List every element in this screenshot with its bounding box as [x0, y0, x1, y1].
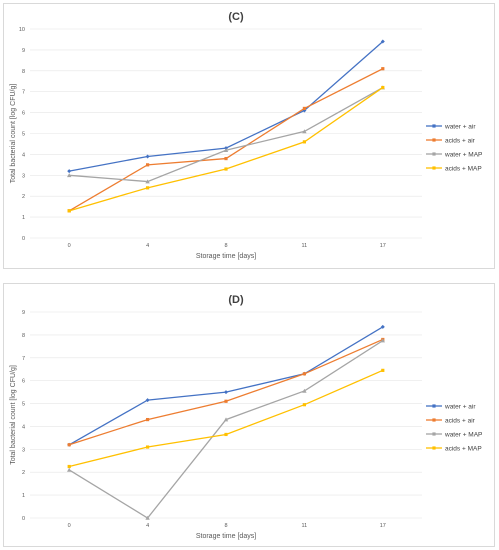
data-point [223, 148, 229, 153]
legend-marker [432, 166, 436, 170]
x-tick-label: 4 [146, 243, 149, 249]
data-point [67, 467, 72, 472]
y-tick-label: 3 [22, 447, 25, 453]
y-axis-label: Total bacterial count [log CFU/g] [10, 365, 17, 465]
data-point [224, 432, 228, 437]
legend-marker [432, 138, 436, 142]
chart-panel-c: (C) 0 1 2 3 4 5 6 7 8 9 10 0 4 8 11 17 Storage time [days… [3, 3, 495, 269]
data-point [302, 403, 306, 407]
data-point [146, 163, 150, 167]
legend-marker [432, 124, 436, 128]
y-tick-label: 9 [22, 310, 25, 316]
series-line [68, 326, 384, 446]
series-line [68, 68, 384, 212]
data-point [145, 154, 150, 159]
chart-panel-d: (D) 0 1 2 3 4 5 6 7 8 9 0 4 8 11 17 Storage time [days] T… [3, 283, 495, 547]
chart-title: (C) [228, 11, 244, 23]
y-tick-label: 2 [22, 470, 25, 476]
legend-marker [432, 446, 436, 450]
legend-label: water + MAP [444, 151, 482, 158]
legend-marker [432, 418, 436, 422]
x-axis-label: Storage time [days] [196, 533, 256, 540]
y-tick-label: 1 [22, 493, 25, 499]
data-point [302, 140, 306, 144]
y-tick-label: 5 [22, 132, 25, 138]
data-point [381, 67, 385, 71]
y-tick-label: 3 [22, 173, 25, 179]
x-tick-label: 17 [380, 243, 386, 249]
x-tick-label: 8 [224, 243, 227, 249]
x-tick-label: 4 [146, 523, 149, 529]
data-point [224, 390, 228, 395]
legend-label: acids + air [445, 417, 476, 424]
data-point [67, 169, 72, 174]
x-tick-label: 11 [302, 243, 308, 249]
legend-label: water + air [444, 123, 476, 130]
legend-marker [432, 432, 436, 436]
y-tick-label: 1 [22, 215, 25, 221]
chart-title: (D) [228, 294, 244, 306]
y-tick-label: 8 [22, 69, 25, 75]
chart-d-svg: (D) 0 1 2 3 4 5 6 7 8 9 0 4 8 11 17 Storage time [days] T… [10, 294, 482, 540]
y-tick-label: 9 [22, 48, 25, 54]
y-tick-label: 0 [22, 516, 25, 522]
data-point [224, 399, 228, 403]
legend-label: acids + MAP [445, 165, 482, 172]
y-axis-label: Total bacterial count [log CFU/g] [10, 84, 17, 184]
y-tick-label: 8 [22, 333, 25, 339]
data-point [146, 417, 150, 422]
data-point [381, 368, 385, 372]
data-point [302, 106, 306, 111]
legend-label: water + MAP [444, 431, 482, 438]
data-point [67, 209, 71, 213]
data-point [67, 173, 72, 178]
x-tick-label: 11 [302, 523, 308, 529]
legend-marker [432, 404, 436, 408]
data-point [145, 398, 150, 403]
y-tick-label: 0 [22, 236, 25, 242]
data-point [380, 338, 385, 343]
legend-label: water + air [444, 403, 476, 410]
y-tick-label: 4 [22, 152, 25, 158]
data-point [67, 464, 71, 469]
data-point [380, 324, 385, 329]
x-tick-label: 0 [68, 523, 71, 529]
data-point [381, 85, 385, 90]
y-tick-label: 5 [22, 402, 25, 408]
y-tick-label: 6 [22, 379, 25, 385]
data-point [302, 372, 306, 376]
y-tick-label: 4 [22, 424, 25, 430]
legend-label: acids + MAP [445, 445, 482, 452]
data-point [223, 417, 229, 422]
data-point [67, 443, 71, 447]
y-tick-label: 10 [19, 27, 25, 33]
chart-c-svg: (C) 0 1 2 3 4 5 6 7 8 9 10 0 4 8 11 17 Storage time [days… [10, 11, 482, 260]
x-tick-label: 8 [224, 523, 227, 529]
y-tick-label: 7 [22, 356, 25, 362]
x-tick-label: 0 [68, 243, 71, 249]
data-point [224, 156, 228, 161]
data-point [302, 129, 307, 134]
data-point [224, 167, 228, 171]
x-axis-label: Storage time [days] [196, 253, 256, 260]
legend-marker [432, 152, 436, 156]
legend-label: acids + air [445, 137, 476, 144]
data-point [146, 186, 150, 190]
x-tick-label: 17 [380, 523, 386, 529]
data-point [145, 179, 150, 184]
data-point [380, 39, 385, 44]
data-point [146, 445, 150, 449]
data-point [302, 388, 307, 393]
y-tick-label: 2 [22, 194, 25, 200]
y-tick-label: 6 [22, 111, 25, 117]
y-tick-label: 7 [22, 90, 25, 96]
data-point [145, 515, 150, 520]
